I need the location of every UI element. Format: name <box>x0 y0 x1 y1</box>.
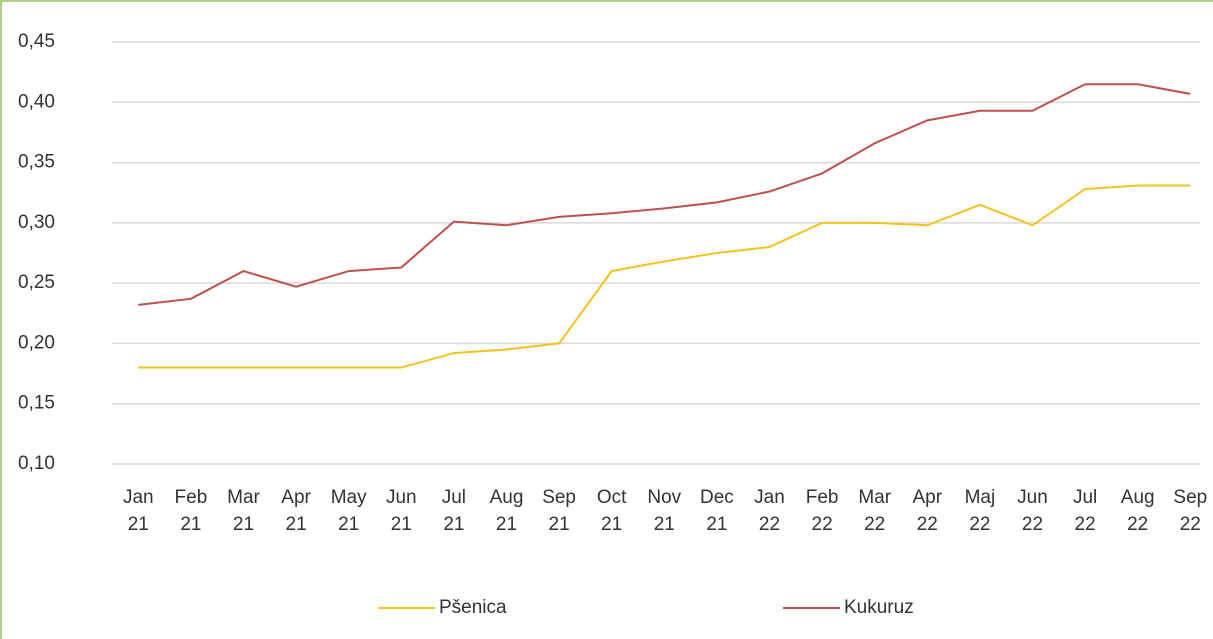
x-tick-label: Apr 22 <box>912 487 943 535</box>
x-tick-label: Jun 22 <box>1017 487 1048 535</box>
legend-label: Pšenica <box>439 597 507 618</box>
legend-label: Kukuruz <box>844 597 914 618</box>
x-tick-label: Jan 22 <box>754 487 785 535</box>
y-tick-label: 0,40 <box>18 91 55 112</box>
x-tick-label: Sep 22 <box>1173 487 1208 535</box>
x-tick-label: Jan 21 <box>122 487 154 535</box>
x-tick-label: Oct 21 <box>596 487 627 535</box>
x-tick-label: May 21 <box>330 487 367 535</box>
x-tick-label: Nov 21 <box>647 487 682 535</box>
y-tick-label: 0,30 <box>18 212 55 233</box>
x-tick-label: Dec 21 <box>699 487 734 535</box>
x-tick-label: Maj 22 <box>964 487 996 535</box>
x-tick-label: Feb 22 <box>805 487 839 535</box>
x-tick-label: Mar 22 <box>858 487 892 535</box>
x-tick-label: Jul 21 <box>441 487 467 535</box>
y-tick-label: 0,15 <box>18 393 55 414</box>
y-tick-label: 0,10 <box>18 453 55 474</box>
y-tick-label: 0,25 <box>18 272 55 293</box>
y-tick-label: 0,45 <box>18 31 55 52</box>
x-tick-label: Aug 22 <box>1120 487 1155 535</box>
x-tick-label: Aug 21 <box>489 487 524 535</box>
x-tick-label: Mar 21 <box>227 487 260 535</box>
line-series <box>138 184 1191 369</box>
x-tick-label: Jun 21 <box>385 487 417 535</box>
x-tick-label: Apr 21 <box>281 487 311 535</box>
x-tick-label: Feb 21 <box>174 487 208 535</box>
x-tick-label: Jul 22 <box>1072 487 1098 535</box>
y-tick-label: 0,35 <box>18 152 55 173</box>
x-tick-label: Sep 21 <box>542 487 576 535</box>
y-tick-label: 0,20 <box>18 332 55 353</box>
line-series <box>138 83 1191 306</box>
